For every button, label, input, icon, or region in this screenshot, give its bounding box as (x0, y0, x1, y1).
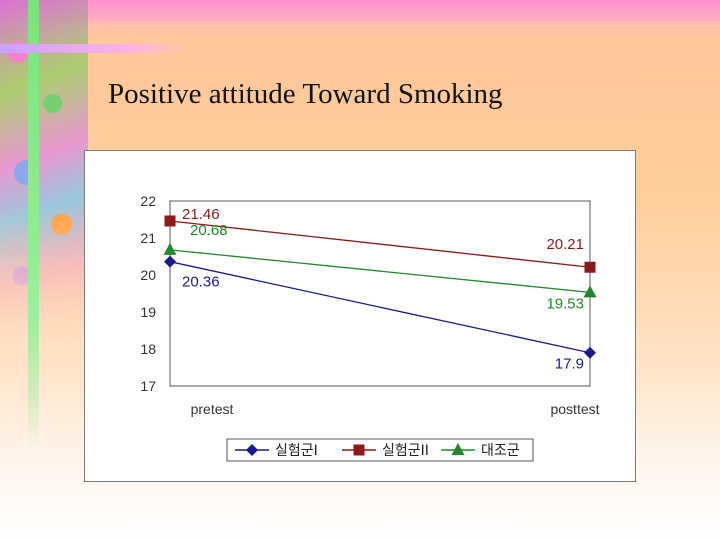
data-label: 21.46 (182, 206, 220, 223)
data-label: 17.9 (555, 356, 584, 373)
decorative-vertical-stripe (28, 0, 39, 450)
data-label: 20.21 (546, 236, 584, 253)
y-tick-label: 22 (140, 193, 156, 209)
data-point (583, 285, 597, 298)
series-line (169, 249, 591, 294)
data-label: 19.53 (546, 295, 584, 312)
y-tick-label: 20 (140, 267, 156, 283)
slide-title: Positive attitude Toward Smoking (108, 78, 503, 110)
top-band (0, 0, 720, 22)
data-point (584, 261, 596, 273)
decorative-mosaic (0, 0, 88, 345)
legend-marker (451, 443, 465, 455)
series-line (169, 220, 591, 268)
legend-label: 실험군I (275, 443, 318, 459)
legend-marker (246, 444, 258, 456)
legend-box (226, 438, 534, 462)
data-point (164, 255, 176, 268)
x-tick-label: posttest (550, 401, 599, 417)
data-point (163, 242, 177, 255)
data-point (584, 346, 596, 359)
y-tick-label: 17 (140, 378, 156, 394)
y-tick-label: 21 (140, 230, 156, 246)
chart-frame: 17 18 19 20 21 22 pretest posttest 20.36 17.9 21.4… (84, 150, 636, 482)
legend-marker (353, 444, 365, 456)
data-label: 20.68 (190, 222, 228, 239)
series-line (169, 261, 591, 354)
y-tick-label: 18 (140, 341, 156, 357)
legend-label: 대조군 (481, 443, 520, 459)
data-point (164, 215, 176, 227)
line-chart: 17 18 19 20 21 22 pretest posttest 20.36 17.9 21.4… (140, 193, 600, 462)
legend-label: 실험군II (382, 443, 429, 459)
decorative-horizontal-stripe (0, 44, 190, 53)
plot-area (169, 200, 591, 387)
x-tick-label: pretest (191, 401, 234, 417)
y-tick-label: 19 (140, 304, 156, 320)
data-label: 20.36 (182, 274, 220, 291)
